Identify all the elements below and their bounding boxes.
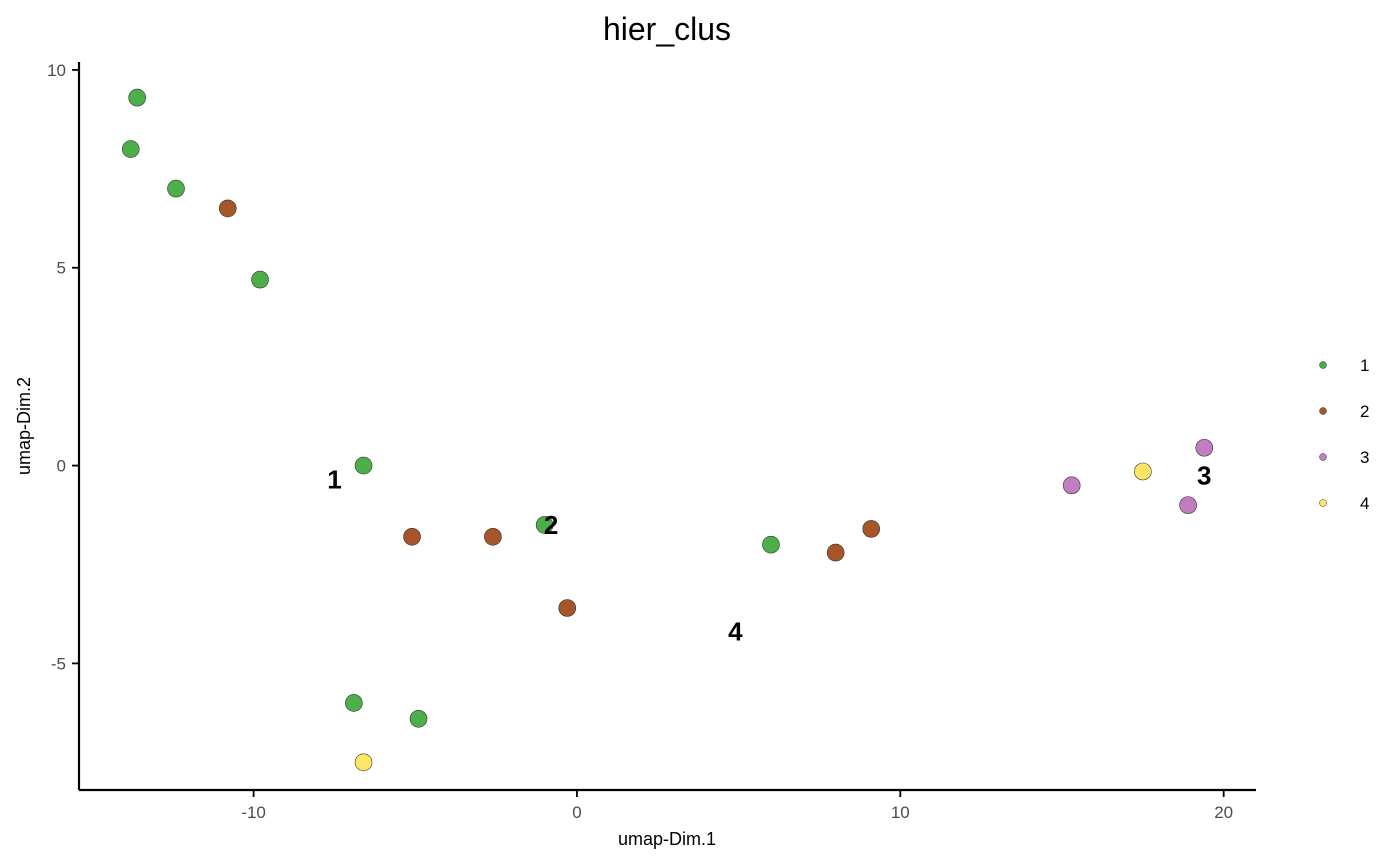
cluster-labels: 1 2 3 4: [327, 460, 1211, 646]
cluster-label: 1: [327, 464, 341, 494]
legend-swatch: [1319, 453, 1327, 461]
data-point-cluster-1: [128, 88, 147, 107]
y-tick-label: 10: [47, 61, 66, 80]
y-tick-label: 5: [57, 259, 66, 278]
legend-swatch: [1319, 499, 1327, 507]
cluster-label: 2: [544, 510, 558, 540]
data-point-cluster-2: [862, 520, 881, 538]
y-ticks: -5 0 5 10: [47, 61, 79, 673]
data-point-cluster-1: [345, 694, 363, 712]
data-points: [121, 88, 1214, 772]
y-tick-label: 0: [57, 457, 66, 476]
axes: [77, 62, 1256, 792]
data-point-cluster-1: [121, 140, 140, 158]
data-point-cluster-1: [762, 535, 780, 554]
legend: 1 2 3 4: [1319, 356, 1369, 513]
data-point-cluster-1: [409, 709, 428, 728]
data-point-cluster-1: [535, 516, 554, 534]
legend-label: 3: [1360, 448, 1369, 467]
legend-label: 4: [1360, 494, 1369, 513]
cluster-label: 4: [728, 617, 743, 647]
chart-title: hier_clus: [603, 11, 731, 47]
x-tick-label: 10: [891, 803, 910, 822]
data-point-cluster-2: [403, 527, 421, 546]
legend-swatch: [1319, 407, 1327, 415]
legend-label: 1: [1360, 356, 1369, 375]
data-point-cluster-3: [1062, 476, 1081, 495]
data-point-cluster-2: [826, 543, 845, 562]
cluster-label: 3: [1197, 460, 1211, 490]
data-point-cluster-3: [1179, 496, 1197, 514]
y-tick-label: -5: [51, 654, 66, 673]
x-tick-label: 20: [1214, 803, 1233, 822]
data-point-cluster-2: [218, 199, 237, 218]
x-tick-label: -10: [241, 803, 266, 822]
x-ticks: -10 0 10 20: [241, 790, 1233, 822]
y-axis-title: umap-Dim.2: [14, 377, 34, 475]
data-point-cluster-1: [251, 270, 269, 289]
data-point-cluster-3: [1195, 438, 1214, 457]
x-axis-title: umap-Dim.1: [618, 829, 716, 849]
legend-label: 2: [1360, 402, 1369, 421]
data-point-cluster-4: [354, 753, 373, 772]
data-point-cluster-1: [354, 456, 373, 475]
x-tick-label: 0: [572, 803, 581, 822]
data-point-cluster-2: [484, 527, 502, 546]
data-point-cluster-1: [167, 179, 185, 198]
data-point-cluster-2: [558, 599, 577, 617]
data-point-cluster-4: [1134, 462, 1152, 481]
legend-swatch: [1319, 361, 1327, 369]
